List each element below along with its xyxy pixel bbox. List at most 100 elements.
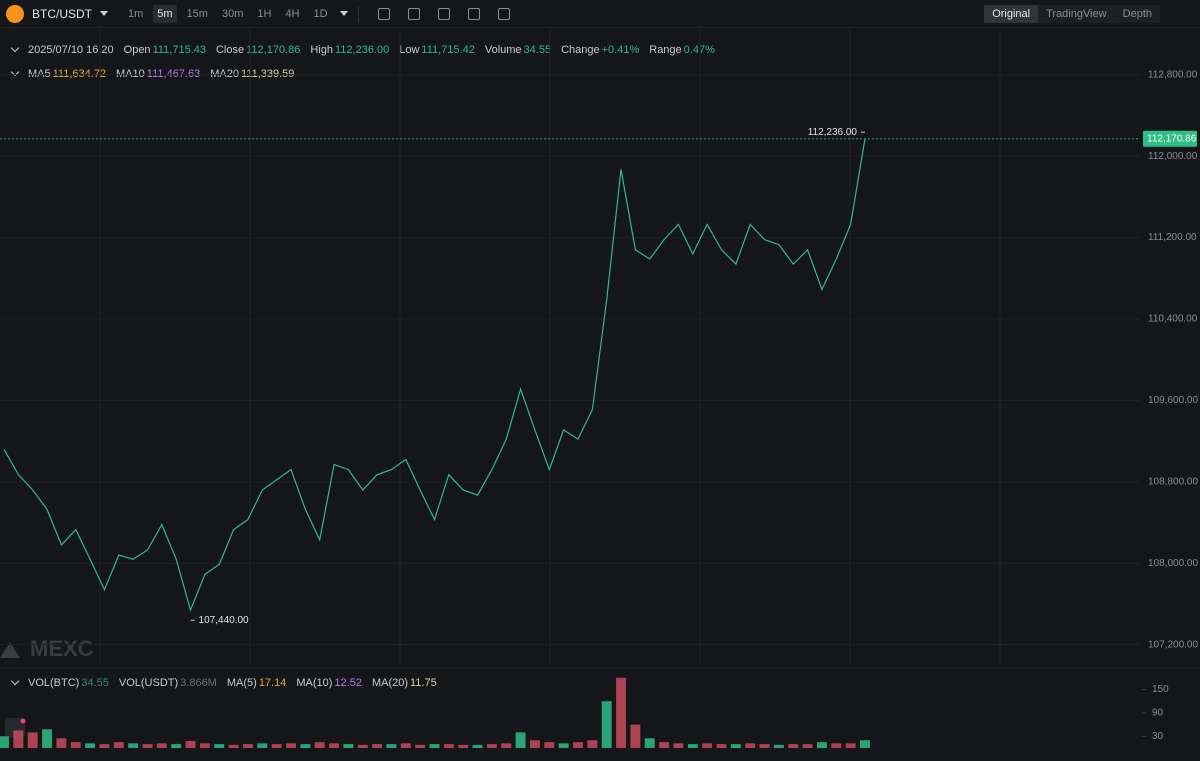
- ohlc-legend: 2025/07/10 16:20 Open 111,715.43 Close 112,…: [10, 43, 725, 56]
- volume-bar: [644, 738, 655, 748]
- legend-label: MA(20): [371, 677, 408, 689]
- y-tick-label: 111,200.00: [1148, 232, 1197, 243]
- volume-bar: [529, 740, 540, 748]
- formula-tool[interactable]: [407, 7, 420, 20]
- y-tick-label: 112,800.00: [1148, 69, 1198, 80]
- y-tick-label: 108,000.00: [1148, 558, 1198, 569]
- volume-bar: [673, 743, 684, 748]
- legend-label: MA10: [116, 68, 145, 80]
- ma-legend: MA5 111,634.72 MA10 111,467.63 MA20 111,339.5…: [10, 67, 304, 80]
- interval-button[interactable]: 1H: [257, 7, 272, 20]
- interval-button[interactable]: 30m: [221, 7, 244, 20]
- watermark: MEXC: [30, 636, 94, 661]
- ohlc-label: Close: [215, 44, 245, 56]
- ohlc-value: +0.41%: [601, 44, 640, 56]
- draw-tool[interactable]: [437, 7, 450, 20]
- volume-bar: [544, 742, 555, 748]
- volume-bar: [70, 742, 81, 748]
- volume-bar: [472, 744, 483, 748]
- y-tick-label: 150: [1152, 684, 1169, 695]
- vol-legend: VOL(BTC) 34.55 VOL(USDT) 3.866M MA(5) 17.14 MA…: [10, 676, 447, 689]
- legend-value: 111,634.72: [52, 68, 107, 80]
- view-button[interactable]: Depth: [1122, 8, 1152, 20]
- volume-bar: [185, 740, 196, 748]
- volume-bar: [156, 743, 167, 748]
- volume-bar: [515, 732, 526, 748]
- indicator-tool[interactable]: [377, 7, 390, 20]
- ohlc-label: High: [310, 44, 333, 56]
- volume-bar: [257, 743, 268, 748]
- volume-bar: [386, 744, 397, 748]
- volume-bar: [501, 743, 512, 748]
- volume-bar: [286, 743, 296, 748]
- y-tick-label: 107,200.00: [1148, 639, 1198, 650]
- volume-bar: [13, 730, 24, 748]
- volume-bar: [42, 729, 53, 748]
- interval-list: 1m 5m 15m 30m 1H 4H 1D: [118, 4, 332, 23]
- volume-bar: [687, 744, 698, 748]
- y-tick-label: 108,800.00: [1148, 476, 1198, 487]
- volume-bar: [802, 744, 813, 748]
- y-tick-label: 110,400.00: [1148, 314, 1198, 325]
- volume-bar: [271, 744, 282, 748]
- volume-bar: [171, 744, 182, 748]
- last-price-box: [1143, 130, 1197, 147]
- volume-bar: [716, 744, 727, 748]
- legend-value: 11.75: [410, 677, 437, 689]
- legend-value: 17.14: [258, 677, 287, 689]
- volume-bar: [199, 743, 210, 748]
- price-line: [3, 138, 866, 612]
- ohlc-value: 112,170.86: [246, 44, 301, 56]
- y-tick-label: 112,000.00: [1148, 151, 1198, 162]
- symbol-dropdown[interactable]: [100, 11, 108, 16]
- legend-value: 12.52: [334, 677, 362, 689]
- volume-bar: [558, 743, 569, 748]
- interval-button[interactable]: 1m: [128, 7, 144, 20]
- ohlc-value: 34.55: [523, 44, 552, 56]
- ohlc-value: 111,715.42: [421, 44, 475, 56]
- ohlc-value: 111,715.43: [152, 44, 206, 56]
- view-button[interactable]: TradingView: [1046, 8, 1107, 20]
- layout-tool[interactable]: [467, 7, 480, 20]
- screenshot-tool[interactable]: [497, 7, 510, 20]
- legend-label: MA(10): [296, 677, 333, 689]
- interval-button[interactable]: 15m: [186, 7, 208, 20]
- volume-bar: [587, 740, 598, 748]
- interval-button[interactable]: 1D: [313, 7, 328, 20]
- volume-bar: [99, 744, 110, 748]
- volume-bar: [314, 742, 325, 748]
- interval-button[interactable]: 5m: [153, 4, 177, 23]
- volume-bar: [27, 732, 38, 748]
- volume-bar: [128, 743, 139, 748]
- interval-dropdown[interactable]: [339, 11, 348, 16]
- ohlc-label: Open: [123, 44, 151, 56]
- last-price-label: 112,170.86: [1147, 133, 1197, 144]
- chart: MEXC 107,200.00 108,000.00 108,800.00 109,6…: [0, 28, 1200, 748]
- volume-bar: [730, 744, 741, 748]
- volume-bar: [458, 744, 469, 748]
- volume-bar: [214, 744, 225, 748]
- volume-bar: [845, 743, 856, 748]
- volume-bar: [601, 701, 612, 748]
- legend-value: 3.866M: [180, 677, 217, 689]
- volume-bar: [630, 724, 641, 748]
- ohlc-label: Range: [649, 44, 682, 56]
- symbol[interactable]: BTC/USDT: [32, 6, 92, 21]
- separator: [357, 5, 359, 22]
- volume-bar: [429, 744, 440, 748]
- ohlc-value: 112,236.00: [334, 44, 390, 56]
- volume-bar: [300, 744, 311, 748]
- volume-bar: [242, 744, 253, 748]
- interval-button[interactable]: 4H: [285, 7, 300, 20]
- y-tick-label: 30: [1152, 731, 1164, 742]
- y-tick-label: 109,600.00: [1148, 395, 1198, 406]
- legend-label: MA(5): [226, 677, 257, 689]
- volume-bar: [228, 744, 239, 748]
- volume-bar: [113, 742, 124, 748]
- legend-label: MA20: [210, 68, 239, 80]
- volume-bar: [860, 740, 870, 748]
- view-button[interactable]: Original: [984, 5, 1039, 23]
- toolbar: BTC/USDT 1m 5m 15m 30m 1H 4H 1D Original Tradin…: [0, 0, 1200, 28]
- volume-bar: [773, 744, 784, 748]
